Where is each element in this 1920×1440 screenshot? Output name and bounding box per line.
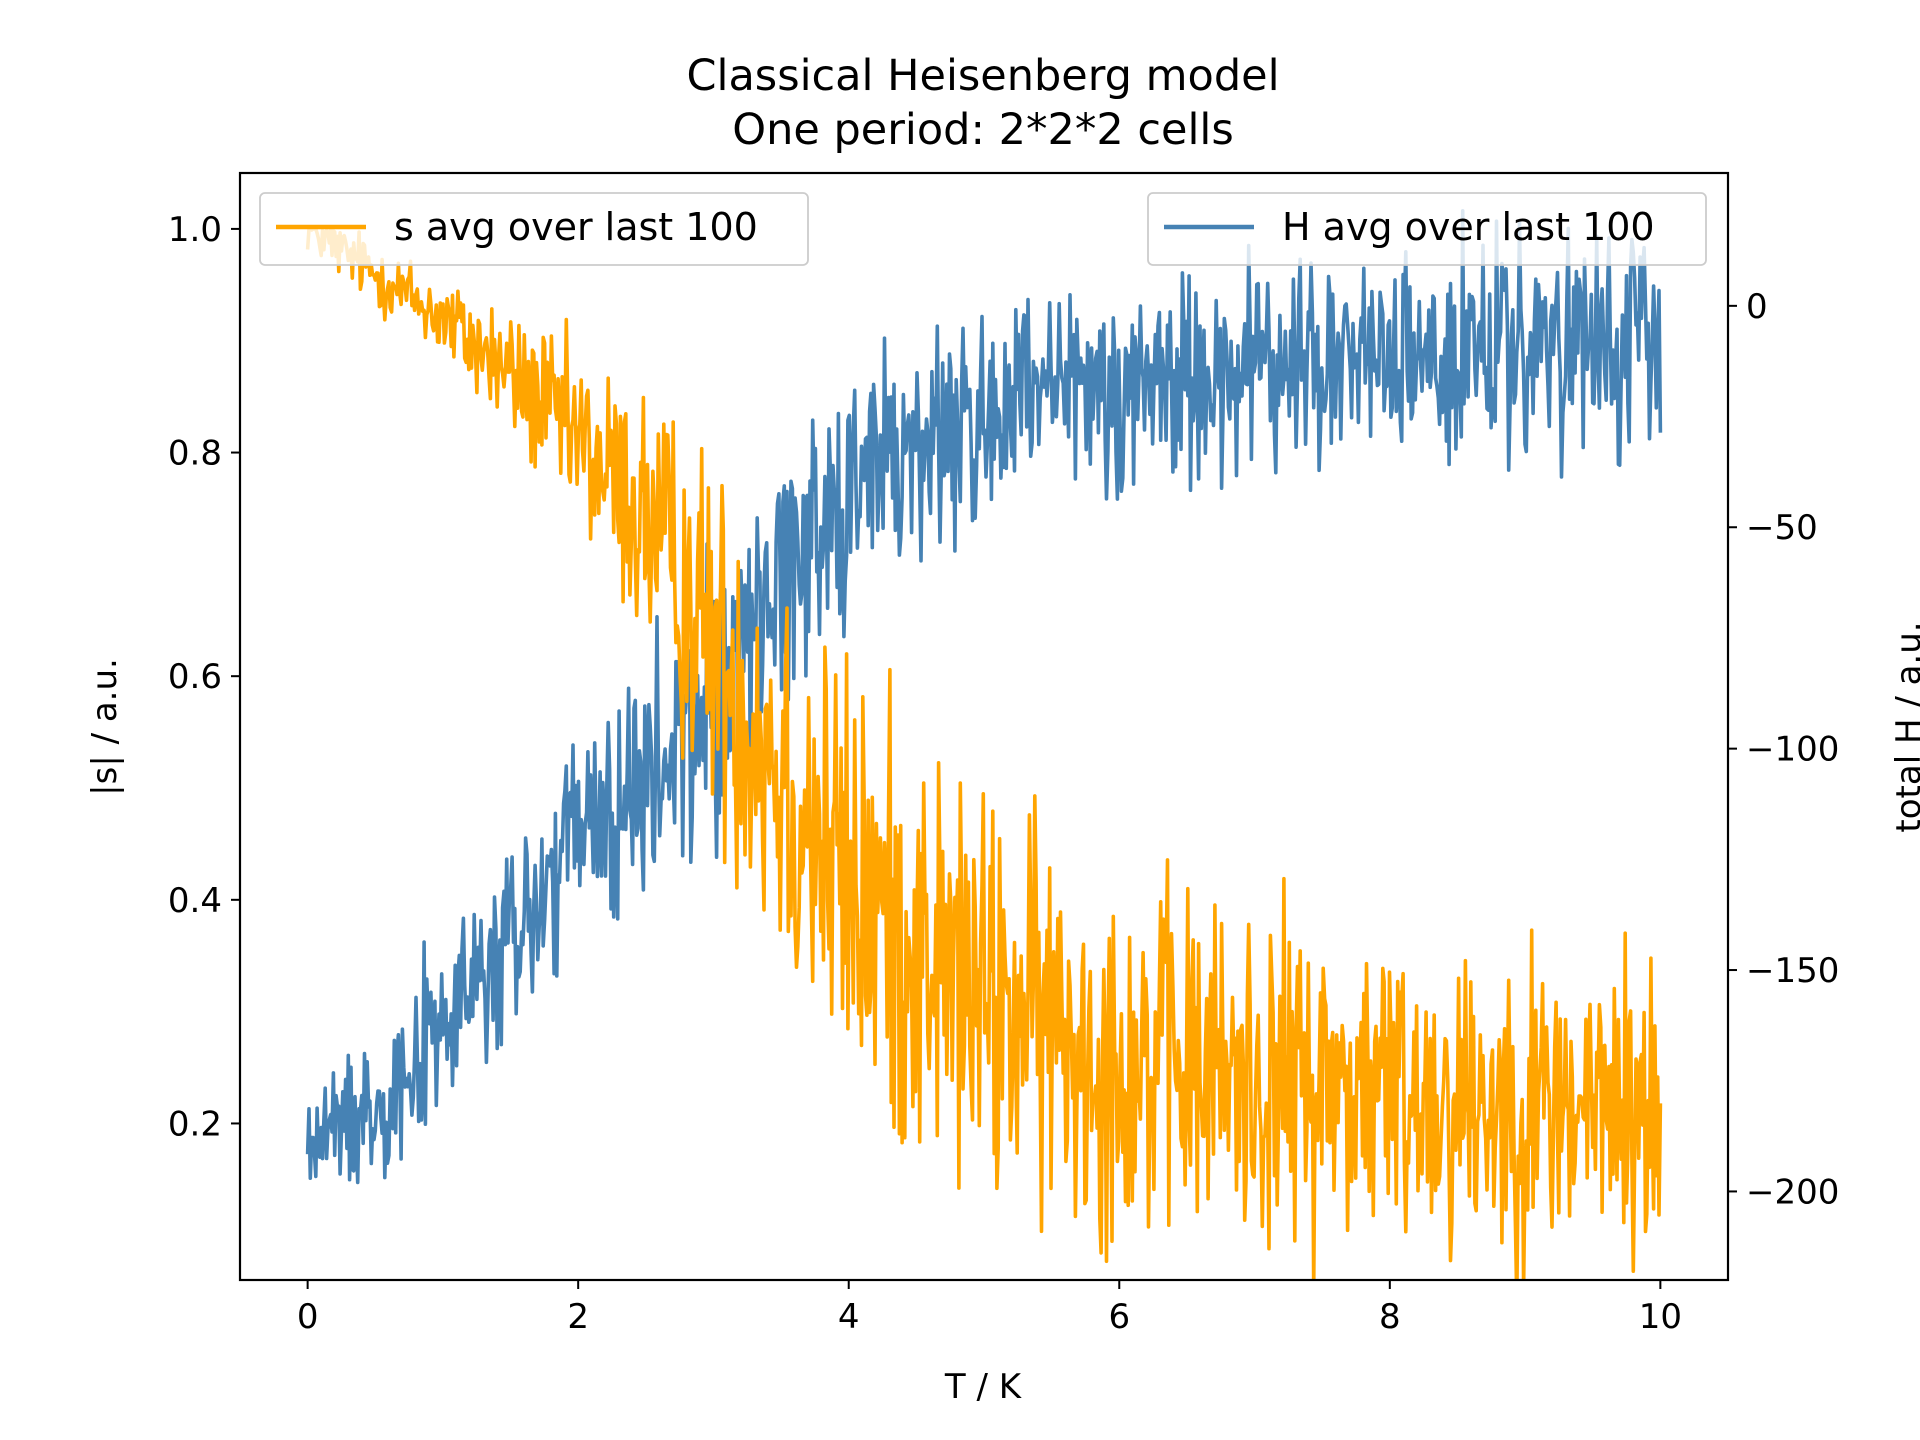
series-line-s: [305, 227, 1663, 1280]
y-left-tick-label-1: 0.4: [168, 881, 222, 921]
y-axis-right: 0 −50 −100 −150 −200: [1728, 287, 1839, 1212]
x-tick-label-5: 10: [1639, 1297, 1682, 1337]
y-right-tick-label-4: −200: [1746, 1172, 1839, 1212]
legend-s: s avg over last 100: [259, 192, 809, 266]
chart-title-line-1: Classical Heisenberg model: [686, 51, 1279, 101]
x-tick-label-1: 2: [567, 1297, 589, 1337]
legend-s-box: [259, 192, 809, 266]
plot-frame: [238, 171, 1730, 1282]
x-tick-label-4: 8: [1379, 1297, 1401, 1337]
y-axis-left: 0.2 0.4 0.6 0.8 1.0: [168, 210, 240, 1144]
y-right-tick-label-1: −50: [1746, 508, 1818, 548]
y-left-tick-label-2: 0.6: [168, 657, 222, 697]
legend-s-label: s avg over last 100: [394, 205, 758, 249]
plot-area: [305, 209, 1663, 1280]
x-tick-label-3: 6: [1108, 1297, 1130, 1337]
y-left-tick-label-4: 1.0: [168, 210, 222, 250]
y-right-tick-label-2: −100: [1746, 730, 1839, 770]
series-line-h: [305, 209, 1663, 1185]
chart-title-line-2: One period: 2*2*2 cells: [732, 105, 1234, 155]
x-axis: 0 2 4 6 8 10: [297, 1280, 1682, 1337]
legend-h-label: H avg over last 100: [1282, 205, 1655, 249]
y-right-tick-label-3: −150: [1746, 951, 1839, 991]
x-axis-label: T / K: [944, 1367, 1023, 1407]
y-left-tick-label-0: 0.2: [168, 1104, 222, 1144]
x-tick-label-0: 0: [297, 1297, 319, 1337]
y-axis-right-label: total H / a.u.: [1889, 621, 1920, 832]
x-tick-label-2: 4: [838, 1297, 860, 1337]
y-axis-left-label: |s| / a.u.: [85, 658, 125, 796]
y-left-tick-label-3: 0.8: [168, 434, 222, 474]
legend-h-box: [1147, 192, 1707, 266]
y-right-tick-label-0: 0: [1746, 287, 1768, 327]
legend-h: H avg over last 100: [1147, 192, 1707, 266]
